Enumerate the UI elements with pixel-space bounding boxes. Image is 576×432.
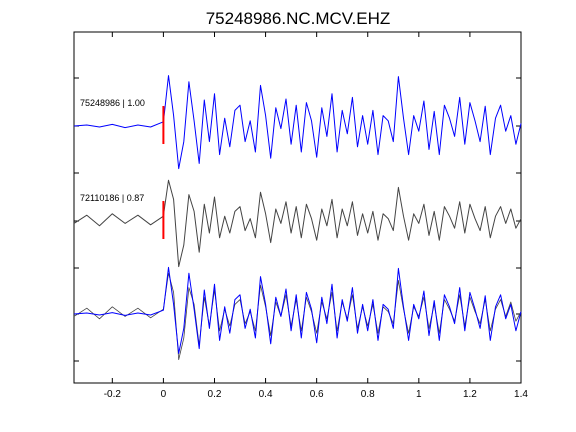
- x-axis: -0.2 0 0.2 0.4 0.6 0.8 1 1.2 1.4: [104, 32, 528, 400]
- traces-group: [73, 75, 522, 360]
- x-tick-label: 0.2: [208, 389, 222, 400]
- x-tick-label: 0.4: [259, 389, 273, 400]
- x-tick-label: 0: [161, 389, 167, 400]
- x-tick-label: 1: [416, 389, 422, 400]
- x-tick-label: 0.6: [310, 389, 324, 400]
- trace-72110186-middle: [73, 179, 522, 268]
- trace-75248986-overlay: [73, 266, 522, 354]
- trace-label-middle: 72110186 | 0.87: [80, 193, 144, 203]
- chart-title: 75248986.NC.MCV.EHZ: [206, 9, 391, 28]
- x-tick-label: 1.2: [463, 389, 477, 400]
- trace-75248986-top: [73, 75, 522, 170]
- x-tick-label: -0.2: [104, 389, 122, 400]
- x-tick-label: 1.4: [514, 389, 528, 400]
- x-tick-label: 0.8: [361, 389, 375, 400]
- plot-area: [73, 31, 522, 384]
- trace-label-top: 75248986 | 1.00: [80, 98, 145, 108]
